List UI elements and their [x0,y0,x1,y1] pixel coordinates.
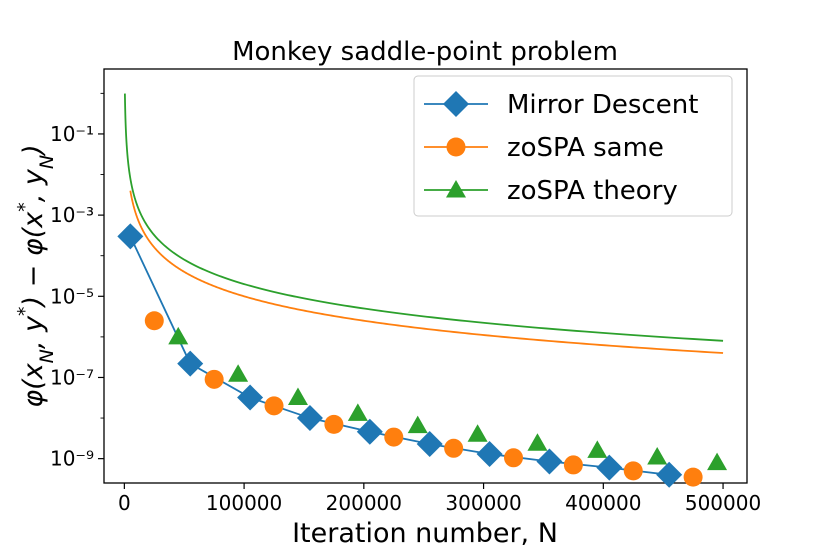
zospa-same-point [324,414,344,434]
zospa-same-point [563,455,583,475]
y-axis-label-part: N [36,155,58,169]
y-tick-label: 10⁻¹ [50,122,94,146]
chart-title: Monkey saddle-point problem [232,37,618,67]
x-tick-label: 300000 [445,491,521,515]
legend: Mirror Descent zoSPA same zoSPA theory [413,75,733,217]
zospa-same-point [144,311,164,331]
mirror-descent-point [596,454,623,481]
zospa-theory-point [467,424,488,442]
plot-frame [103,68,748,484]
y-axis-label-part: ) [18,144,49,157]
zospa-theory-point [287,387,308,406]
zospa-same-point [444,438,464,458]
y-axis-label-group: φ(xN, y*) − φ(x*, yN) [14,144,58,407]
mirror-descent-point [476,441,503,468]
y-axis-label-part: * [14,306,36,316]
zospa-theory-point [228,364,249,382]
zospa-theory-point [647,446,668,465]
legend-label-zospa-theory: zoSPA theory [507,176,678,206]
zospa-theory-point [527,433,548,451]
y-axis-label-part: φ(x [18,362,49,407]
mirror-descent-point [237,384,264,411]
y-tick-label: 10⁻⁵ [50,284,94,308]
mirror-descent-point [296,405,323,432]
zospa-same-point [264,396,284,416]
y-tick-label: 10⁻⁹ [50,447,94,471]
y-axis-label-part: , y [18,315,49,349]
series-line-zospa-same [129,190,724,354]
mirror-descent-point [177,350,204,377]
zospa-same-point [204,369,224,389]
y-axis-label-part: * [14,202,36,212]
mirror-descent-point [356,418,383,445]
zospa-same-point [683,467,703,487]
zospa-same-point [384,427,404,447]
y-tick-label: 10⁻³ [50,203,94,227]
legend-marker-mirror-descent [443,91,469,117]
x-tick-label: 100000 [206,491,282,515]
y-tick-label: 10⁻⁷ [50,365,94,389]
y-axis-label-part: , y [18,168,49,202]
legend-label-mirror-descent: Mirror Descent [507,90,698,120]
x-axis-label: Iteration number, N [292,518,558,549]
zospa-theory-point [347,403,368,421]
legend-box [413,75,733,217]
x-tick-label: 200000 [326,491,402,515]
zospa-theory-point [707,452,728,471]
series-line-zospa-theory [123,93,724,342]
zospa-theory-point [587,440,608,458]
x-tick-label: 0 [118,491,131,515]
x-axis-label-text: Iteration number, N [292,518,558,549]
legend-marker-zospa-theory [446,180,466,198]
y-axis-label-part: ) − φ(x [18,211,49,309]
mirror-descent-point [656,461,683,488]
x-axis-ticks: 0 100000 200000 300000 400000 500000 [118,483,761,515]
legend-marker-zospa-same [446,137,466,157]
zospa-same-point [504,448,524,468]
zospa-theory-point [407,415,428,434]
legend-label-zospa-same: zoSPA same [507,133,664,163]
y-axis-label: φ(xN, y*) − φ(x*, yN) [14,144,58,407]
zospa-same-point [623,461,643,481]
zospa-theory-point [168,326,189,345]
series-markers [117,223,728,488]
x-tick-label: 500000 [685,491,761,515]
mirror-descent-point [117,223,144,250]
y-axis-label-part: N [36,349,58,363]
mirror-descent-point [536,448,563,475]
x-tick-label: 400000 [565,491,641,515]
mirror-descent-point [416,430,443,457]
y-axis-ticks: 10⁻¹ 10⁻³ 10⁻⁵ 10⁻⁷ 10⁻⁹ [50,92,104,471]
